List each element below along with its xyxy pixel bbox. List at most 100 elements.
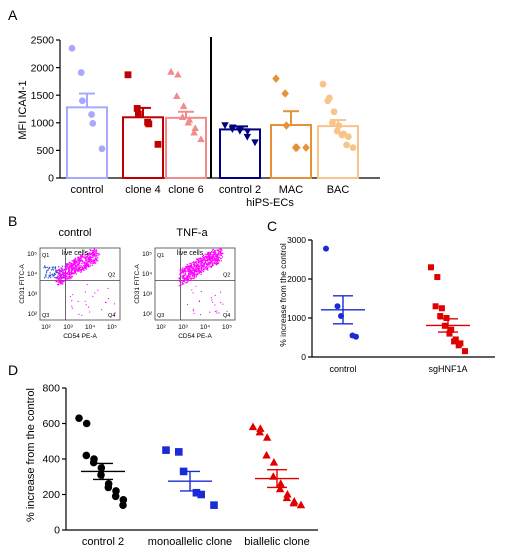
flow-event-dot [219, 254, 222, 256]
flow-event-dot [186, 276, 189, 278]
flow-event-dot [189, 270, 191, 273]
panel-a-point [88, 111, 95, 118]
flow-event-dot [187, 265, 189, 268]
flow-event-dot [89, 257, 91, 259]
flow-event-dot [88, 256, 90, 259]
flow-event-dot [59, 283, 61, 285]
flow-event-dot [210, 297, 212, 299]
panel-a-y-tick-label: 500 [36, 145, 54, 157]
flow-event-dot [83, 266, 85, 268]
panel-a-bar [66, 106, 108, 179]
flow-event-dot [72, 294, 74, 296]
flow-event-dot [197, 259, 199, 261]
panel-a-point [236, 127, 244, 135]
flow-event-dot [93, 262, 95, 264]
flow-event-dot [56, 271, 59, 274]
flow-event-dot [79, 259, 81, 262]
panel-d-point [255, 427, 264, 436]
flow-event-dot [81, 314, 83, 316]
panel-d-point [276, 479, 285, 487]
flow-event-dot [81, 254, 84, 256]
flow-event-dot [213, 251, 215, 253]
flow-x-label: CD54 PE-A [63, 333, 97, 340]
flow-event-dot [193, 310, 195, 312]
flow-event-dot [78, 268, 80, 270]
flow-event-dot [80, 255, 82, 258]
flow-event-dot [192, 272, 195, 274]
panel-a-point [154, 140, 162, 148]
flow-event-dot [67, 267, 70, 269]
panel-d-category-label: biallelic clone [244, 536, 309, 548]
flow-event-dot [211, 263, 214, 265]
flow-event-dot [215, 257, 217, 259]
flow-event-dot [87, 262, 89, 265]
flow-event-dot [85, 258, 87, 260]
flow-event-dot [192, 275, 194, 277]
flow-event-dot [186, 303, 189, 306]
flow-event-dot [198, 261, 200, 264]
flow-event-dot [211, 251, 213, 253]
flow-event-dot [75, 273, 78, 275]
flow-event-dot [188, 279, 191, 282]
flow-event-dot [64, 277, 66, 279]
flow-event-dot [199, 261, 201, 263]
flow-event-dot [56, 278, 58, 280]
flow-event-dot [181, 268, 183, 271]
panel-label-a: A [8, 7, 18, 23]
panel-c-point [437, 313, 444, 320]
flow-event-dot [80, 271, 82, 273]
flow-event-dot [183, 274, 185, 276]
flow-event-dot [95, 249, 98, 251]
flow-event-dot [195, 276, 197, 278]
flow-event-dot [216, 254, 219, 256]
flow-event-dot [188, 272, 190, 274]
flow-quadrant-label: Q4 [223, 313, 230, 319]
flow-event-dot [198, 270, 200, 272]
flow-event-dot [193, 312, 195, 315]
panel-c-point [455, 342, 462, 349]
flow-event-dot [83, 261, 86, 264]
panel-a-point [197, 135, 205, 143]
flow-event-dot [220, 260, 222, 262]
panel-c-point [448, 326, 455, 333]
flow-event-dot [91, 260, 94, 262]
flow-event-dot [70, 265, 73, 267]
flow-event-dot [55, 277, 57, 279]
flow-event-dot [193, 269, 195, 271]
panel-a-category-label: control [70, 184, 103, 196]
flow-event-dot [92, 255, 95, 257]
flow-event-dot [69, 264, 71, 266]
panel-d-point [282, 493, 292, 502]
panel-a-point [335, 122, 343, 129]
flow-event-dot [185, 279, 188, 281]
flow-event-dot [94, 258, 97, 260]
flow-event-dot [200, 290, 202, 293]
flow-event-dot [51, 273, 53, 275]
flow-event-dot [213, 262, 215, 264]
panel-a-point [179, 102, 188, 109]
panel-a-ylabel: MFI ICAM-1 [17, 80, 29, 139]
flow-event-dot [196, 272, 198, 274]
flow-event-dot [202, 269, 204, 271]
panel-a-chart: MFI ICAM-1 hiPS-ECs 0 500 1000 1500 2000 2500… [17, 35, 380, 209]
flow-event-dot [89, 311, 91, 313]
flow-event-dot [197, 264, 199, 266]
flow-event-dot [52, 269, 55, 271]
panel-a-point [133, 105, 141, 112]
flow-event-dot [185, 277, 187, 280]
flow-event-dot [95, 258, 98, 260]
flow-event-dot [222, 303, 224, 305]
flow-event-dot [48, 266, 51, 269]
flow-quadrant-label: Q3 [42, 313, 49, 319]
flow-event-dot [183, 277, 185, 279]
panel-d-point [82, 419, 91, 428]
panel-a-point [324, 97, 332, 105]
flow-event-dot [197, 260, 200, 262]
flow-event-dot [216, 256, 218, 258]
panel-a-point [330, 108, 338, 116]
flow-event-dot [211, 299, 213, 301]
flow-event-dot [61, 274, 63, 276]
flow-event-dot [89, 263, 92, 265]
panel-c-point [462, 348, 468, 355]
panel-d-point [262, 450, 271, 459]
